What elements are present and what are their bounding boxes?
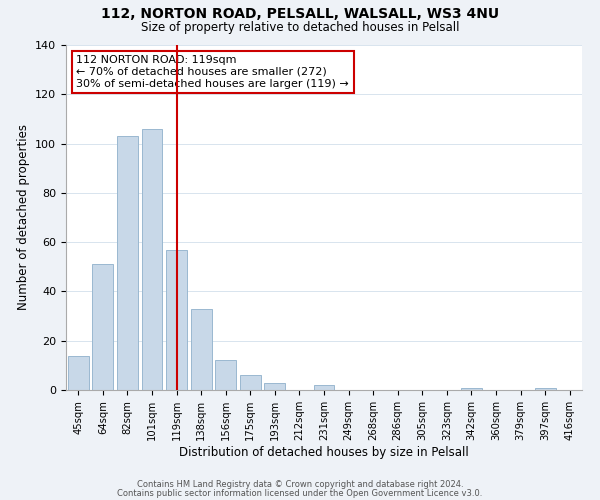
Bar: [166, 250, 187, 390]
Text: 112 NORTON ROAD: 119sqm
← 70% of detached houses are smaller (272)
30% of semi-d: 112 NORTON ROAD: 119sqm ← 70% of detache…: [76, 56, 349, 88]
Text: Size of property relative to detached houses in Pelsall: Size of property relative to detached ho…: [141, 21, 459, 34]
Bar: [191, 308, 212, 390]
Bar: [92, 264, 113, 390]
Text: 112, NORTON ROAD, PELSALL, WALSALL, WS3 4NU: 112, NORTON ROAD, PELSALL, WALSALL, WS3 …: [101, 8, 499, 22]
Bar: [215, 360, 236, 390]
Bar: [142, 129, 163, 390]
X-axis label: Distribution of detached houses by size in Pelsall: Distribution of detached houses by size …: [179, 446, 469, 458]
Bar: [461, 388, 482, 390]
Bar: [265, 382, 286, 390]
Bar: [117, 136, 138, 390]
Text: Contains public sector information licensed under the Open Government Licence v3: Contains public sector information licen…: [118, 488, 482, 498]
Bar: [535, 388, 556, 390]
Bar: [68, 356, 89, 390]
Text: Contains HM Land Registry data © Crown copyright and database right 2024.: Contains HM Land Registry data © Crown c…: [137, 480, 463, 489]
Bar: [314, 385, 334, 390]
Bar: [240, 375, 261, 390]
Y-axis label: Number of detached properties: Number of detached properties: [17, 124, 29, 310]
